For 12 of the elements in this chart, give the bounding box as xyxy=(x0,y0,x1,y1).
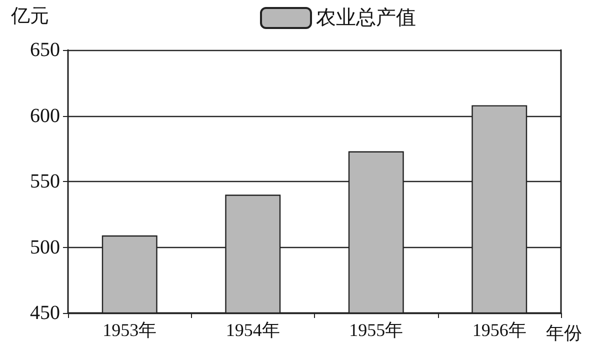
y-tick-label: 650 xyxy=(30,39,60,61)
x-tick-label: 1953年 xyxy=(102,320,157,340)
x-tick-label: 1954年 xyxy=(226,320,280,340)
x-axis-title: 年份 xyxy=(546,323,582,343)
legend-label: 农业总产值 xyxy=(316,7,416,29)
y-tick-label: 550 xyxy=(30,170,60,192)
y-tick-label: 450 xyxy=(30,302,60,324)
y-tick-label: 600 xyxy=(30,104,60,127)
y-axis-title: 亿元 xyxy=(10,6,49,27)
x-tick-label: 1955年 xyxy=(349,320,404,340)
x-tick-label: 1956年 xyxy=(472,320,526,340)
y-tick-label: 500 xyxy=(30,236,60,258)
